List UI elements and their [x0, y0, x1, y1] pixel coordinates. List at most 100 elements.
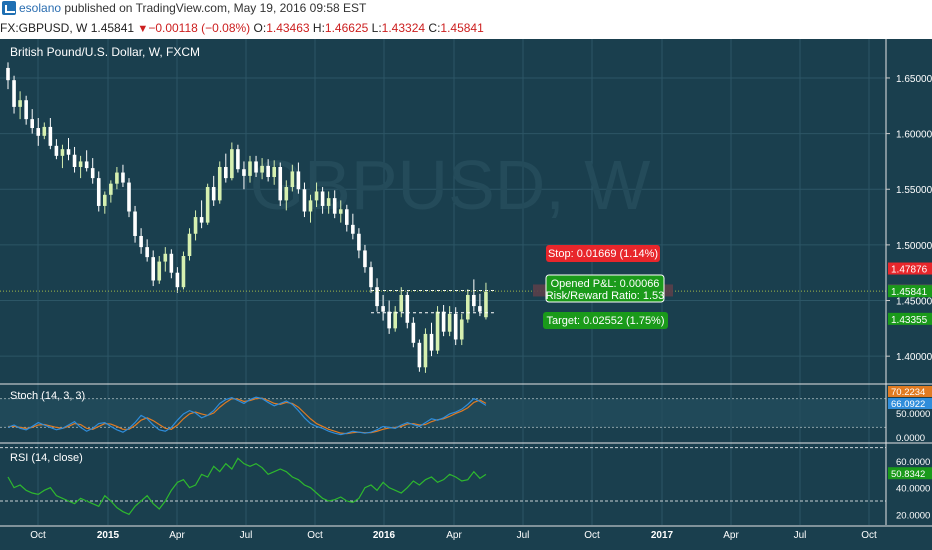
stoch-d-marker-label: 70.2234: [891, 387, 925, 398]
time-tick-label: Jul: [240, 530, 253, 541]
target-label-box-text: Target: 0.02552 (1.75%): [546, 315, 664, 327]
candle-body: [18, 100, 22, 107]
down-arrow-icon: ▼: [137, 23, 149, 35]
time-tick-label: Oct: [307, 530, 323, 541]
publish-info: esolano published on TradingView.com, Ma…: [0, 0, 932, 17]
candle-body: [484, 291, 488, 318]
candle-body: [466, 294, 470, 320]
candle-body: [405, 294, 410, 323]
candle-body: [478, 306, 482, 312]
change-value: −0.00118 (−0.08%): [148, 21, 251, 35]
high-value: 1.46625: [324, 21, 369, 35]
ohlc-legend: FX:GBPUSD, W 1.45841 ▼−0.00118 (−0.08%) …: [0, 17, 932, 39]
candle-body: [296, 171, 301, 190]
candle-body: [217, 166, 222, 201]
candle-body: [411, 322, 416, 343]
candle-body: [151, 257, 155, 281]
stoch-k-marker: [888, 398, 932, 409]
candle-body: [66, 149, 71, 155]
open-value: 1.43463: [266, 21, 310, 35]
candle-body: [12, 80, 16, 107]
rsi-marker: [888, 467, 932, 480]
candle-body: [24, 100, 28, 120]
price-marker: [888, 285, 932, 298]
candle-body: [429, 333, 434, 351]
time-axis-bg: [0, 527, 932, 550]
author-link[interactable]: esolano: [19, 1, 62, 15]
candle-body: [96, 178, 101, 206]
stoch-d-marker: [888, 386, 932, 397]
price-tick-label: 1.60000: [896, 130, 932, 141]
candle-body: [224, 166, 228, 179]
candle-body: [199, 217, 204, 223]
chart-title: British Pound/U.S. Dollar, W, FXCM: [10, 45, 200, 59]
low-value: 1.43324: [381, 21, 426, 35]
published-text: published on TradingView.com, May 19, 20…: [64, 1, 367, 15]
candle-body: [133, 211, 137, 236]
candle-body: [6, 67, 10, 81]
price-marker: [888, 262, 932, 275]
candle-body: [290, 171, 295, 188]
candle-body: [308, 200, 313, 212]
close-label: C:: [428, 21, 441, 35]
candle-body: [399, 294, 404, 312]
candle-body: [90, 168, 95, 179]
time-tick-label: Oct: [584, 530, 600, 541]
candle-body: [363, 250, 367, 268]
candle-body: [187, 233, 192, 257]
candle-body: [103, 194, 107, 206]
candle-body: [157, 261, 162, 281]
stoch-k-line: [7, 396, 487, 436]
candle-body: [205, 187, 210, 223]
candle-body: [211, 187, 216, 201]
candle-body: [320, 191, 325, 206]
tradingview-logo-icon: [2, 1, 16, 15]
candle-body: [109, 183, 113, 195]
candle-body: [260, 165, 264, 173]
candle-body: [84, 161, 89, 169]
candle-body: [369, 267, 373, 288]
price-marker-label: 1.47876: [891, 265, 928, 276]
candle-body: [236, 149, 240, 170]
stoch-label: Stoch (14, 3, 3): [10, 390, 85, 402]
rsi-label: RSI (14, close): [10, 452, 83, 464]
stoch-band: [0, 398, 886, 428]
candle-body: [332, 198, 337, 214]
candle-body: [163, 253, 168, 262]
rsi-tick-label: 60.0000: [896, 457, 930, 468]
candle-body: [42, 126, 47, 136]
chart-canvas[interactable]: GBPUSD, W Stop: 0.01669 (1.14%) Opened P&…: [0, 39, 932, 550]
candle-body: [417, 342, 422, 368]
stop-label-box-text: Stop: 0.01669 (1.14%): [548, 248, 658, 260]
candle-body: [139, 235, 143, 248]
pnl-label-box-text: Opened P&L: 0.00066: [551, 278, 660, 290]
time-tick-label: Oct: [30, 530, 46, 541]
candle-body: [351, 224, 355, 234]
candle-body: [127, 182, 131, 212]
candle-body: [266, 165, 270, 177]
candle-body: [36, 128, 41, 136]
price-tick-label: 1.55000: [896, 185, 932, 196]
time-tick-label: Apr: [723, 530, 739, 541]
time-tick-label: Jul: [794, 530, 807, 541]
stoch-k-marker-label: 66.0922: [891, 399, 925, 410]
stoch-tick-label: 0.0000: [896, 433, 925, 444]
candle-body: [115, 172, 119, 184]
open-label: O:: [253, 21, 267, 35]
candle-body: [181, 256, 186, 288]
last-price: 1.45841: [90, 21, 135, 35]
candle-body: [30, 119, 34, 129]
stoch-tick-label: 50.0000: [896, 409, 930, 420]
candle-body: [375, 287, 379, 307]
candle-body: [248, 161, 252, 176]
time-tick-label: Apr: [169, 530, 185, 541]
price-marker: [888, 312, 932, 325]
price-marker-label: 1.43355: [891, 315, 928, 326]
candle-body: [230, 149, 234, 179]
candle-body: [387, 311, 391, 329]
rsi-tick-label: 40.0000: [896, 484, 930, 495]
candle-body: [459, 319, 464, 340]
candle-body: [345, 209, 349, 225]
close-value: 1.45841: [440, 21, 484, 35]
price-tick-label: 1.40000: [896, 352, 932, 363]
